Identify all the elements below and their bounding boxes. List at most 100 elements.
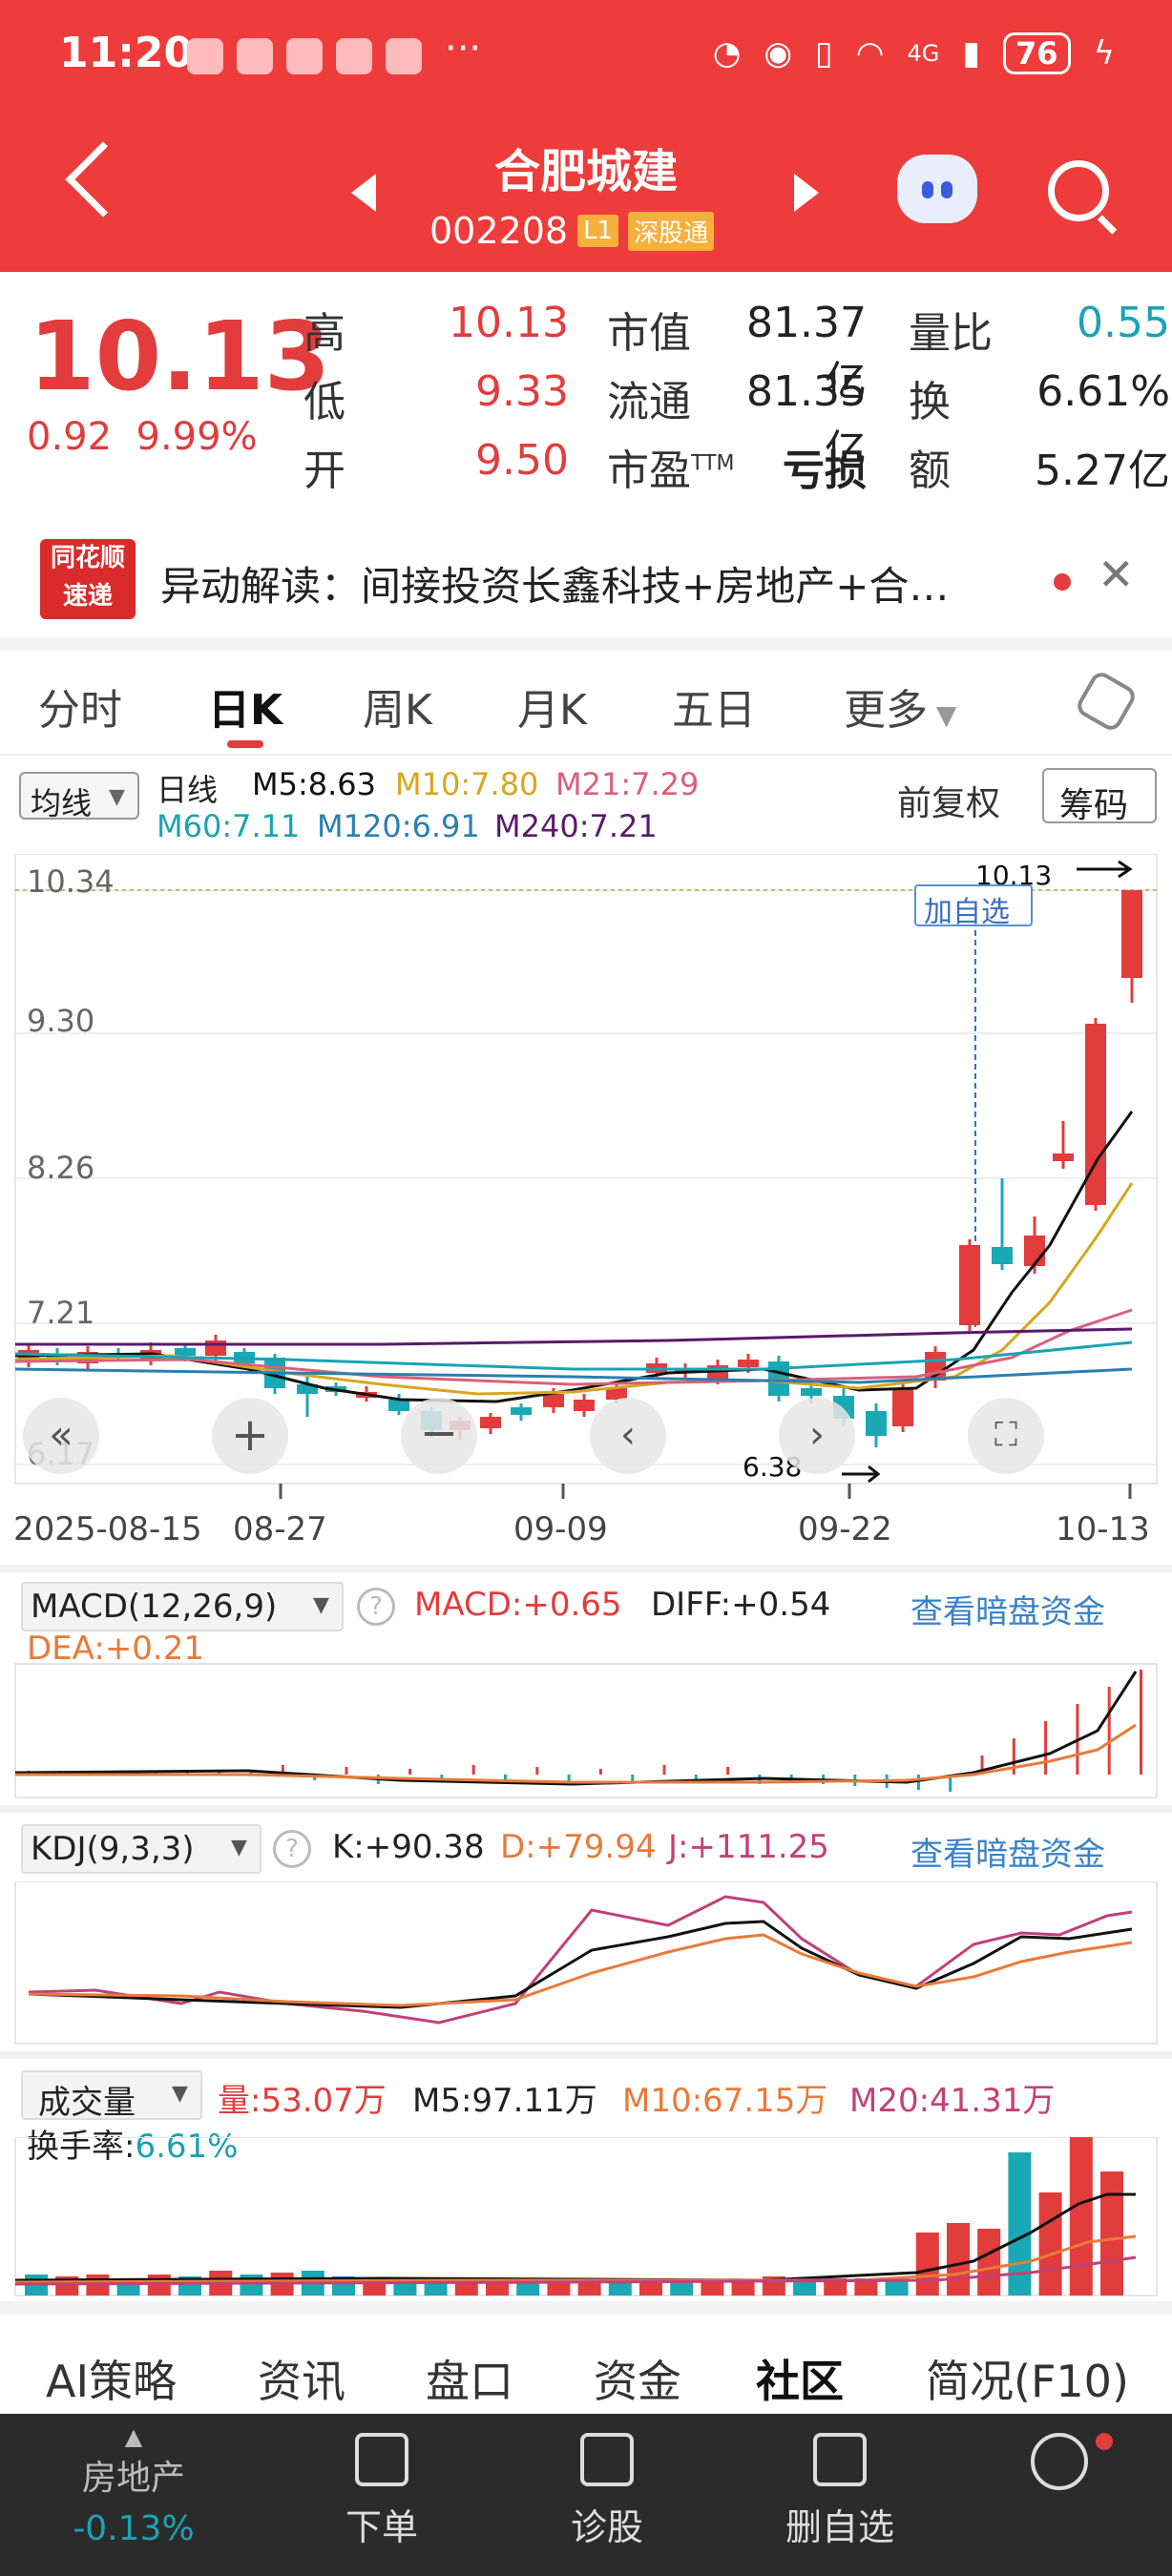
ma5-line — [14, 1111, 1134, 1403]
macd-name: MACD(12,26,9) — [31, 1588, 278, 1626]
app-notification-icon — [237, 38, 273, 74]
candle-body — [992, 1247, 1013, 1264]
tab-community[interactable]: 社区 — [756, 2356, 844, 2407]
volume-bar — [577, 2282, 601, 2296]
chips-button[interactable]: 筹码 — [1042, 768, 1157, 825]
tab-orderbook[interactable]: 盘口 — [426, 2356, 513, 2407]
stock-code: 002208 — [429, 210, 569, 252]
tab-more[interactable]: 更多 ▼ — [844, 675, 956, 737]
ma-selector-label: 均线 — [31, 785, 93, 821]
ai-robot-icon[interactable] — [897, 155, 977, 223]
arrow-icon — [1077, 860, 1133, 879]
volume-selector[interactable]: 成交量 ▼ — [21, 2070, 202, 2122]
period-label: 日线 — [157, 772, 219, 808]
fullscreen-icon[interactable]: ⛶ — [968, 1398, 1044, 1474]
volume-chart[interactable] — [0, 2137, 1172, 2299]
remove-watchlist-button[interactable]: 删自选 — [764, 2433, 916, 2550]
turnover-rate-label: 换手率:6.61% — [27, 2120, 238, 2167]
rewind-icon[interactable]: « — [23, 1398, 99, 1474]
chevron-down-icon: ▼ — [172, 2082, 188, 2106]
high-value: 10.13 — [449, 299, 569, 347]
search-icon[interactable] — [1048, 160, 1109, 221]
price-change: 0.92 9.99% — [27, 415, 258, 459]
close-icon[interactable]: ✕ — [1098, 549, 1135, 600]
macd-svg — [14, 1663, 1158, 1798]
diagnose-button[interactable]: 诊股 — [540, 2433, 674, 2550]
dea-value: DEA:+0.21 — [27, 1630, 204, 1668]
help-icon[interactable]: ? — [273, 1830, 311, 1868]
tab-weekly-k[interactable]: 周K — [363, 686, 432, 735]
dea-line — [15, 1723, 1137, 1784]
volume-bar — [947, 2223, 970, 2296]
tab-news[interactable]: 资讯 — [258, 2356, 345, 2407]
volume-bar — [393, 2282, 417, 2296]
tab-timeshare[interactable]: 分时 — [38, 686, 122, 735]
tab-ai-strategy[interactable]: AI策略 — [46, 2356, 178, 2407]
news-logo: 同花顺 速递 — [40, 539, 136, 619]
macd-selector[interactable]: MACD(12,26,9) ▼ — [21, 1582, 344, 1631]
change-percent: 9.99% — [136, 415, 258, 459]
diff-line — [14, 1671, 1138, 1786]
ma240-value: M240:7.21 — [494, 808, 658, 844]
kdj-chart[interactable] — [0, 1881, 1172, 2049]
ma-selector[interactable]: 均线 ▼ — [19, 772, 139, 821]
app-notification-icon — [286, 38, 323, 74]
candle-body — [543, 1394, 564, 1407]
app-notification-icon — [336, 38, 372, 74]
candle-body — [1085, 1024, 1106, 1205]
order-button[interactable]: 下单 — [315, 2433, 449, 2550]
add-watchlist-marker[interactable]: 加自选 — [914, 884, 1033, 929]
add-watchlist-label: 加自选 — [924, 896, 1010, 929]
scroll-right-icon[interactable]: › — [779, 1398, 855, 1474]
dark-pool-link[interactable]: 查看暗盘资金 — [910, 1593, 1105, 1631]
news-logo-bottom: 速递 — [62, 582, 113, 611]
next-stock-icon[interactable] — [794, 174, 819, 212]
stock-name: 合肥城建 — [493, 145, 678, 198]
connect-badge: 深股通 — [628, 211, 715, 251]
zoom-out-icon[interactable]: − — [401, 1398, 477, 1474]
help-icon[interactable]: ? — [357, 1588, 395, 1626]
header-bar: 11:20 ··· ◔ ◉ ▯ ◠ 4G ▮ 76 ϟ 合肥城建 002208 … — [0, 0, 1172, 272]
menu-button[interactable] — [1021, 2433, 1113, 2490]
ma21-value: M21:7.29 — [555, 766, 700, 802]
open-label: 开 — [303, 447, 345, 495]
tab-profile[interactable]: 简况(F10) — [926, 2356, 1129, 2407]
low-label: 低 — [303, 378, 345, 426]
tab-daily-k[interactable]: 日K — [208, 686, 283, 735]
k-value: K:+90.38 — [332, 1828, 485, 1866]
volume-bar — [885, 2278, 909, 2296]
candle-body — [388, 1400, 409, 1411]
settings-icon[interactable] — [1073, 668, 1140, 735]
divider — [0, 2051, 1172, 2059]
alarm-icon: ◔ — [712, 34, 742, 73]
status-time: 11:20 — [59, 29, 194, 77]
ma240-line — [15, 1327, 1133, 1346]
volume-bar — [824, 2278, 848, 2296]
volume-bar — [701, 2280, 724, 2296]
dark-pool-link[interactable]: 查看暗盘资金 — [910, 1836, 1105, 1874]
kline-chart[interactable]: 10.34 9.30 8.26 7.21 6.17 2025-08-15 08-… — [0, 854, 1172, 1565]
active-tab-indicator — [227, 740, 263, 748]
tab-monthly-k[interactable]: 月K — [517, 686, 587, 735]
y-tick-label: 8.26 — [27, 1150, 95, 1186]
volume-bar — [454, 2280, 478, 2296]
divider — [0, 1565, 1172, 1572]
chart-frame — [14, 1663, 1158, 1798]
tab-five-day[interactable]: 五日 — [672, 686, 756, 735]
volume-ratio-label: 量比 — [909, 309, 993, 358]
kdj-selector[interactable]: KDJ(9,3,3) ▼ — [21, 1824, 262, 1874]
candle-body — [866, 1411, 887, 1436]
open-value: 9.50 — [475, 436, 569, 485]
unread-dot — [1054, 573, 1071, 591]
macd-chart[interactable] — [0, 1662, 1172, 1803]
adjust-toggle[interactable]: 前复权 — [897, 784, 1001, 823]
divider — [0, 2301, 1172, 2315]
zoom-in-icon[interactable]: + — [212, 1398, 288, 1474]
prev-stock-icon[interactable] — [351, 174, 376, 212]
scroll-left-icon[interactable]: ‹ — [590, 1398, 666, 1474]
tab-funds[interactable]: 资金 — [594, 2356, 681, 2407]
news-ticker[interactable]: 同花顺 速递 异动解读：间接投资长鑫科技+房地产+合… ✕ — [0, 530, 1172, 634]
sector-button[interactable]: ▲ 房地产 -0.13% — [38, 2423, 229, 2548]
volume-bar — [854, 2278, 878, 2296]
x-tick-label: 09-22 — [798, 1510, 892, 1548]
